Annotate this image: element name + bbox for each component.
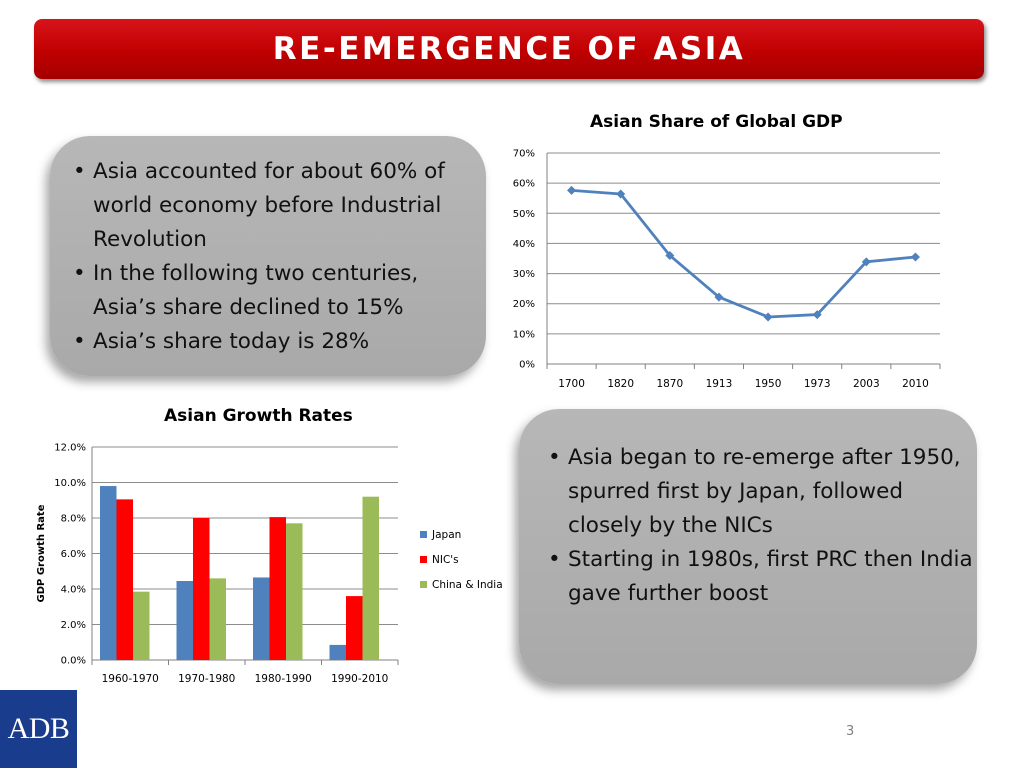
- x-tick-label: 2010: [902, 378, 929, 390]
- y-tick-label: 6.0%: [61, 549, 86, 560]
- bar: [193, 518, 210, 660]
- legend-swatch: [420, 581, 427, 588]
- left-bullet-list: Asia accounted for about 60% of world ec…: [71, 155, 483, 359]
- bar: [133, 591, 150, 660]
- bar: [362, 496, 379, 660]
- bar: [253, 577, 270, 660]
- bar: [176, 581, 193, 660]
- bar: [346, 596, 363, 660]
- legend-label: Japan: [431, 529, 461, 541]
- x-tick-label: 1970-1980: [178, 673, 235, 685]
- bullet-item: In the following two centuries, Asia’s s…: [71, 257, 483, 325]
- legend-label: NIC's: [432, 554, 459, 566]
- data-point: [567, 185, 577, 195]
- data-point: [763, 312, 773, 322]
- x-tick-label: 1950: [755, 378, 782, 390]
- left-text-panel: Asia accounted for about 60% of world ec…: [50, 136, 486, 376]
- x-tick-label: 1870: [656, 378, 683, 390]
- gdp-share-line-chart: 0% 10% 20% 30% 40% 50% 60% 70% 1700 1820 1870 1913 1…: [513, 149, 941, 390]
- y-tick-label: 2.0%: [61, 620, 86, 631]
- bullet-item: Asia began to re-emerge after 1950, spur…: [546, 441, 974, 543]
- legend-swatch: [420, 556, 427, 563]
- y-tick-label: 10%: [513, 329, 535, 340]
- data-point: [616, 189, 626, 199]
- y-tick-label: 0%: [519, 360, 535, 371]
- series-line: [571, 188, 916, 319]
- y-tick-label: 40%: [513, 239, 535, 250]
- y-tick-label: 60%: [513, 179, 535, 190]
- adb-logo: ADB: [0, 690, 77, 768]
- data-point: [665, 250, 675, 260]
- legend-swatch: [420, 531, 427, 538]
- data-point: [861, 257, 871, 267]
- legend-label: China & India: [432, 579, 503, 591]
- slide-title: RE-EMERGENCE OF ASIA: [272, 31, 746, 67]
- adb-logo-text: ADB: [7, 712, 70, 745]
- bar: [116, 499, 133, 660]
- bar: [209, 578, 226, 660]
- y-tick-label: 50%: [513, 209, 535, 220]
- x-tick-label: 1700: [558, 378, 585, 390]
- bar: [329, 644, 346, 660]
- bar: [100, 486, 117, 660]
- x-tick-label: 1973: [804, 378, 831, 390]
- y-tick-label: 30%: [513, 269, 535, 280]
- data-point: [812, 310, 822, 320]
- data-point: [714, 292, 724, 302]
- bar: [269, 517, 286, 660]
- page-number: 3: [846, 724, 855, 739]
- y-tick-label: 8.0%: [61, 514, 86, 525]
- x-tick-label: 1820: [607, 378, 634, 390]
- y-tick-label: 70%: [513, 149, 535, 160]
- right-text-panel: Asia began to re-emerge after 1950, spur…: [519, 409, 977, 684]
- x-tick-label: 1913: [706, 378, 733, 390]
- x-tick-label: 1990-2010: [331, 673, 388, 685]
- y-tick-label: 12.0%: [54, 443, 86, 454]
- y-axis-label: GDP Growth Rate: [36, 504, 47, 602]
- right-bullet-list: Asia began to re-emerge after 1950, spur…: [546, 441, 974, 611]
- y-tick-label: 4.0%: [61, 585, 86, 596]
- growth-rates-bar-chart: 0.0% 2.0% 4.0% 6.0% 8.0% 10.0% 12.0% 1960-1970 1…: [36, 443, 503, 686]
- data-point: [910, 252, 920, 262]
- bullet-item: Asia’s share today is 28%: [71, 325, 483, 359]
- title-banner: RE-EMERGENCE OF ASIA: [34, 19, 984, 79]
- bar: [286, 523, 303, 660]
- gdp-share-chart-title: Asian Share of Global GDP: [590, 112, 843, 132]
- bullet-item: Starting in 1980s, first PRC then India …: [546, 543, 974, 611]
- y-tick-label: 10.0%: [54, 478, 86, 489]
- bullet-item: Asia accounted for about 60% of world ec…: [71, 155, 483, 257]
- x-tick-label: 2003: [853, 378, 880, 390]
- y-tick-label: 20%: [513, 299, 535, 310]
- y-tick-label: 0.0%: [61, 656, 86, 667]
- growth-chart-title: Asian Growth Rates: [164, 406, 353, 426]
- x-tick-label: 1960-1970: [102, 673, 159, 685]
- x-tick-label: 1980-1990: [255, 673, 312, 685]
